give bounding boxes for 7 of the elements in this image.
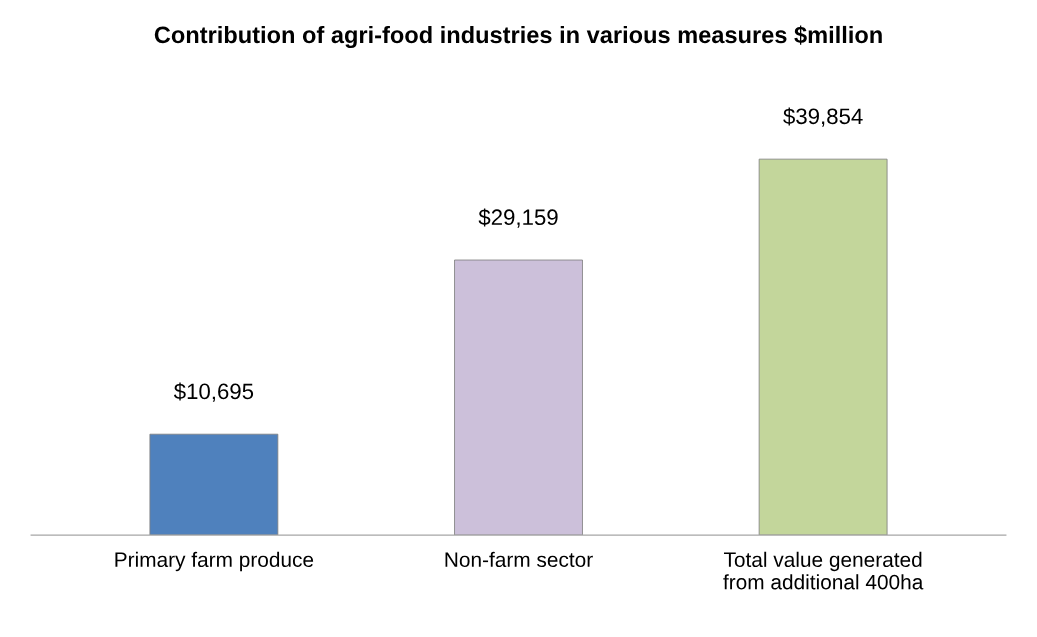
chart-title: Contribution of agri-food industries in various measures $million [154, 25, 882, 49]
x-tick-label: Total value generated from additional 400ha [723, 551, 924, 590]
data-label: $10,695 [173, 382, 254, 402]
x-tick-label: Primary farm produce [115, 551, 314, 572]
data-label: $39,854 [783, 107, 863, 127]
data-label: $29,159 [478, 208, 558, 228]
x-tick-label: Non-farm sector [445, 551, 593, 568]
